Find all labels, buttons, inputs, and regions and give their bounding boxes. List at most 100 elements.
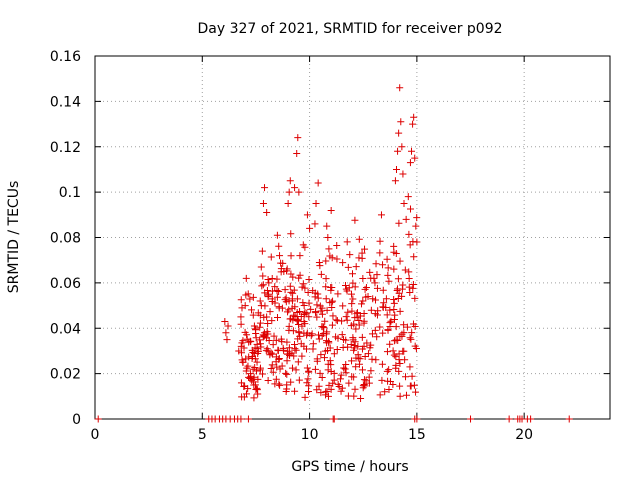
data-point: [311, 365, 319, 373]
data-point: [327, 361, 335, 369]
data-point: [298, 352, 306, 360]
data-point: [276, 252, 284, 260]
data-point: [221, 317, 229, 325]
data-point: [301, 284, 309, 292]
data-point: [410, 381, 418, 389]
data-point: [281, 286, 289, 294]
data-point: [339, 302, 347, 310]
data-point: [408, 329, 416, 337]
data-point: [342, 336, 350, 344]
data-point: [386, 306, 394, 314]
data-point: [412, 388, 420, 396]
data-point: [253, 367, 261, 375]
data-point: [254, 309, 262, 317]
data-point: [407, 382, 415, 390]
data-point: [300, 301, 308, 309]
data-point: [323, 222, 331, 230]
data-point: [276, 365, 284, 373]
data-point: [395, 289, 403, 297]
data-point: [285, 344, 293, 352]
data-point: [351, 216, 359, 224]
y-tick-label: 0.04: [50, 321, 81, 337]
data-point: [250, 394, 258, 402]
data-point: [323, 339, 331, 347]
data-point: [312, 309, 320, 317]
data-point: [354, 354, 362, 362]
data-point: [334, 334, 342, 342]
data-point: [273, 287, 281, 295]
data-point: [303, 309, 311, 317]
data-point: [313, 355, 321, 363]
data-point: [288, 304, 296, 312]
data-point: [322, 283, 330, 291]
data-point: [287, 288, 295, 296]
y-tick-label: 0.1: [59, 185, 81, 201]
data-point: [348, 307, 356, 315]
data-point: [275, 303, 283, 311]
x-axis-label: GPS time / hours: [291, 459, 408, 475]
data-point: [245, 338, 253, 346]
data-point: [391, 311, 399, 319]
data-point: [298, 322, 306, 330]
data-point: [300, 342, 308, 350]
data-point: [366, 268, 374, 276]
data-point: [359, 384, 367, 392]
data-point: [270, 332, 278, 340]
data-point: [344, 343, 352, 351]
data-point: [389, 347, 397, 355]
data-point: [409, 120, 417, 128]
data-point: [317, 389, 325, 397]
data-point: [360, 380, 368, 388]
data-point: [241, 382, 249, 390]
data-point: [287, 270, 295, 278]
data-point: [258, 282, 266, 290]
data-point: [359, 274, 367, 282]
data-point: [275, 354, 283, 362]
data-point: [273, 231, 281, 239]
data-point: [390, 306, 398, 314]
data-point: [292, 366, 300, 374]
data-point: [386, 340, 394, 348]
data-point: [358, 345, 366, 353]
data-point: [259, 199, 267, 207]
data-point: [268, 298, 276, 306]
data-point: [364, 350, 372, 358]
data-point: [400, 347, 408, 355]
data-point: [295, 329, 303, 337]
data-point: [342, 369, 350, 377]
data-point: [411, 154, 419, 162]
grid: [95, 56, 610, 419]
data-point: [357, 394, 365, 402]
data-point: [337, 387, 345, 395]
data-point: [315, 331, 322, 339]
data-point: [263, 209, 271, 217]
data-point: [395, 219, 403, 227]
data-point: [285, 350, 293, 358]
data-point: [263, 313, 271, 321]
data-point: [296, 271, 304, 279]
data-point: [337, 371, 345, 379]
data-point: [324, 392, 332, 400]
data-point: [390, 337, 398, 345]
data-point: [291, 387, 299, 395]
data-point: [251, 363, 259, 371]
data-point: [400, 199, 408, 207]
data-point: [296, 332, 304, 340]
data-point: [278, 304, 286, 312]
data-point: [371, 279, 379, 287]
data-point: [347, 340, 355, 348]
data-point: [364, 292, 372, 300]
data-point: [322, 295, 330, 303]
data-point: [408, 372, 416, 380]
data-point: [378, 360, 386, 368]
data-point: [376, 237, 384, 245]
data-point: [284, 308, 292, 316]
data-point: [290, 311, 298, 319]
data-point: [303, 331, 311, 339]
data-point: [319, 323, 327, 331]
data-point: [264, 330, 272, 338]
data-point: [94, 415, 102, 423]
data-point: [306, 224, 314, 232]
data-point: [242, 390, 250, 398]
